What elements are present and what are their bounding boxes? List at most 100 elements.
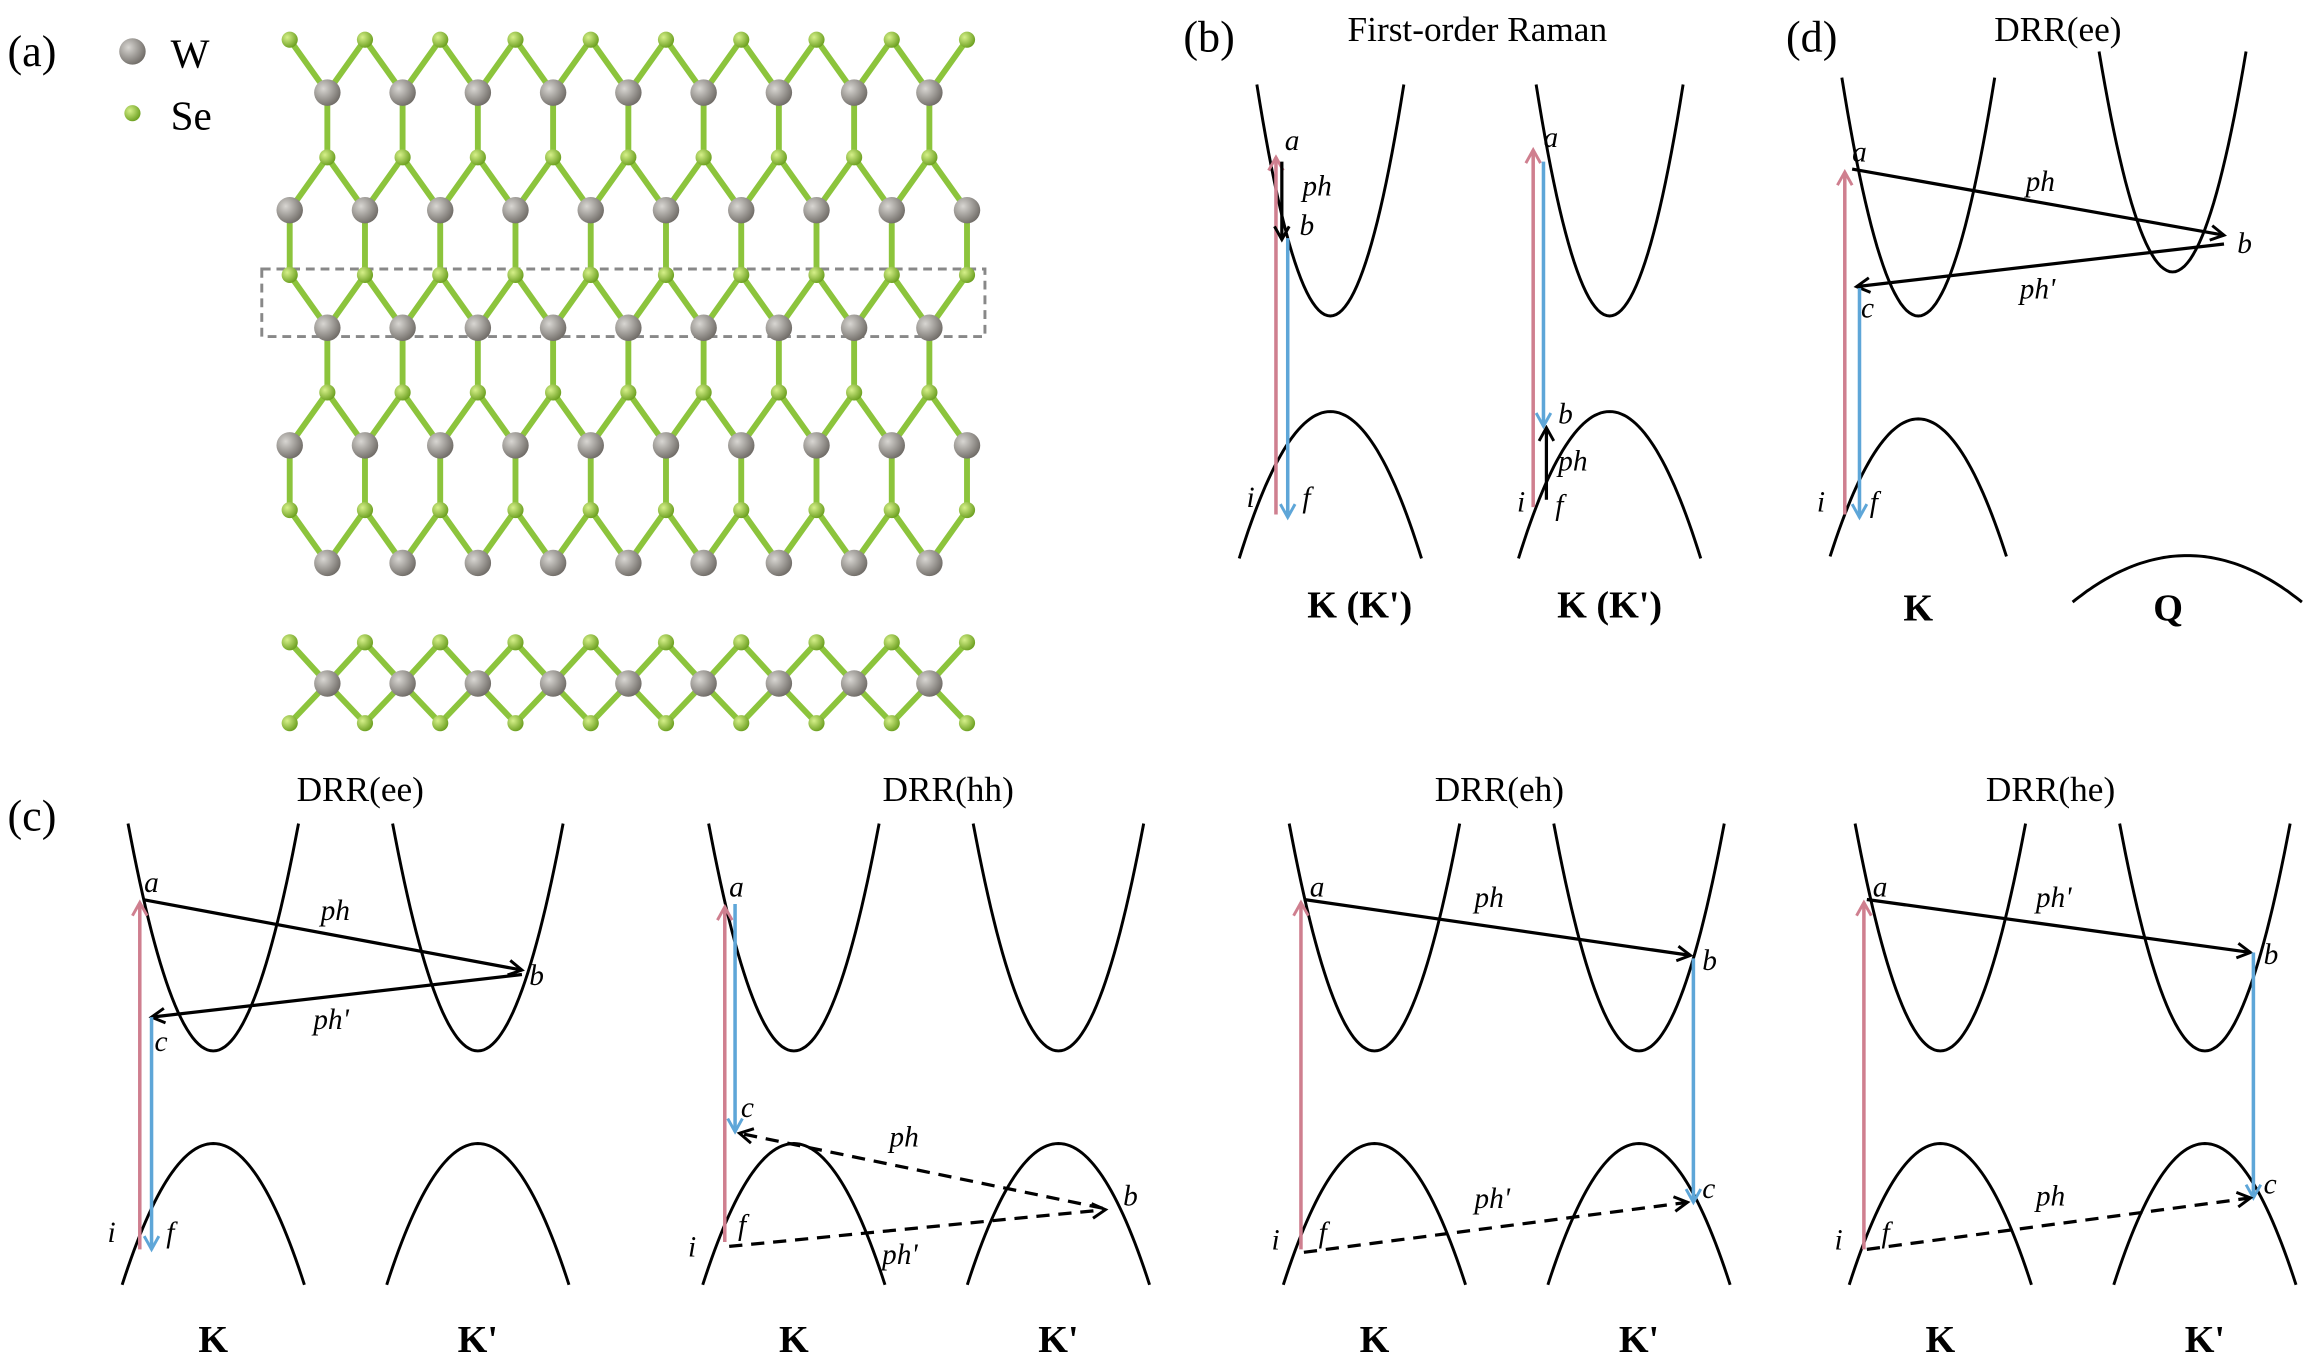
w-atom — [276, 432, 303, 459]
w-atom — [464, 549, 492, 577]
panel-label: (a) — [8, 27, 57, 76]
transition-arrow — [729, 1210, 1105, 1249]
se-atom — [507, 715, 524, 732]
transition-arrow — [1851, 167, 2224, 235]
se-atom — [356, 501, 374, 519]
point-label: f — [1302, 482, 1314, 514]
w-atom — [690, 314, 717, 341]
valence-band — [120, 1142, 306, 1286]
w-atom — [840, 670, 868, 697]
w-atom — [615, 79, 642, 106]
se-atom — [657, 715, 675, 732]
valence-band — [1546, 1142, 1732, 1286]
se-atom — [657, 266, 675, 283]
point-label: ph — [887, 1121, 918, 1153]
bands — [120, 51, 2303, 1286]
point-label: b — [2237, 228, 2252, 260]
se-atom — [695, 384, 712, 401]
valley-label: K (K') — [1307, 584, 1412, 626]
se-atom — [921, 149, 938, 166]
point-label: i — [1272, 1224, 1280, 1256]
transition-arrow — [1866, 897, 2251, 953]
w-atom — [840, 79, 868, 106]
point-label: b — [529, 960, 544, 992]
point-label: ph — [2024, 166, 2055, 198]
se-atom — [846, 384, 863, 401]
point-label: c — [1702, 1173, 1715, 1205]
se-atom — [582, 266, 599, 283]
valence-band — [2071, 554, 2303, 604]
panel-label: (c) — [8, 791, 57, 840]
se-atom — [733, 501, 750, 519]
w-atom — [314, 549, 341, 577]
se-atom — [695, 149, 712, 166]
se-atom — [883, 715, 900, 732]
panel-title: DRR(eh) — [1435, 770, 1564, 809]
valley-label: K' — [1038, 1319, 1078, 1361]
point-label: b — [1702, 945, 1717, 977]
se-atom — [883, 501, 900, 519]
se-atom — [432, 634, 449, 651]
w-atom — [615, 670, 642, 697]
se-atom — [545, 149, 562, 166]
w-atom — [389, 79, 416, 106]
w-atom — [464, 314, 492, 341]
w-atom — [953, 196, 981, 224]
se-atom — [770, 384, 787, 401]
se-atom — [469, 149, 486, 166]
se-atom — [281, 31, 298, 48]
se-atom — [582, 715, 599, 732]
w-atom — [840, 314, 868, 341]
point-label: ph' — [2034, 882, 2072, 914]
w-atom — [652, 196, 680, 224]
w-atom — [803, 432, 830, 459]
panel-title: DRR(he) — [1986, 770, 2115, 809]
se-atom — [394, 384, 411, 401]
se-atom — [883, 266, 900, 283]
w-atom — [577, 432, 604, 459]
w-atom — [539, 670, 567, 697]
se-atom — [507, 634, 524, 651]
point-label: i — [688, 1232, 696, 1264]
point-label: f — [1870, 486, 1882, 518]
se-atom — [958, 501, 976, 519]
se-atom — [733, 31, 750, 48]
point-label: a — [1310, 872, 1325, 904]
valence-band — [2112, 1142, 2298, 1286]
point-label: ph — [1472, 882, 1503, 914]
w-atom — [916, 549, 943, 577]
point-label: a — [144, 867, 159, 899]
conduction-band — [1840, 77, 1997, 318]
w-atom — [652, 432, 680, 459]
se-atom — [507, 501, 524, 519]
w-atom — [502, 432, 529, 459]
point-label: ph' — [1472, 1183, 1510, 1215]
point-label: ph — [1556, 445, 1587, 477]
se-atom — [808, 634, 825, 651]
w-atom — [276, 196, 303, 224]
w-atom — [878, 196, 905, 224]
point-label: c — [154, 1026, 167, 1058]
se-atom — [319, 149, 336, 166]
se-atom — [808, 501, 825, 519]
point-label: b — [1558, 398, 1573, 430]
valence-band — [701, 1142, 887, 1286]
se-atom — [808, 715, 825, 732]
w-atom — [690, 549, 717, 577]
point-label: i — [1817, 486, 1825, 518]
w-atom — [765, 314, 793, 341]
w-atom — [314, 670, 341, 697]
se-atom — [958, 31, 976, 48]
panel-title: DRR(ee) — [297, 770, 424, 809]
point-label: c — [1861, 292, 1874, 324]
point-label: ph' — [880, 1239, 918, 1271]
se-atom — [432, 715, 449, 732]
w-atom — [539, 549, 567, 577]
transition-arrow — [739, 1133, 1103, 1210]
valley-label: K — [198, 1319, 228, 1361]
point-label: f — [1555, 489, 1567, 521]
w-atom — [577, 196, 604, 224]
se-atom — [770, 149, 787, 166]
se-atom — [356, 715, 374, 732]
